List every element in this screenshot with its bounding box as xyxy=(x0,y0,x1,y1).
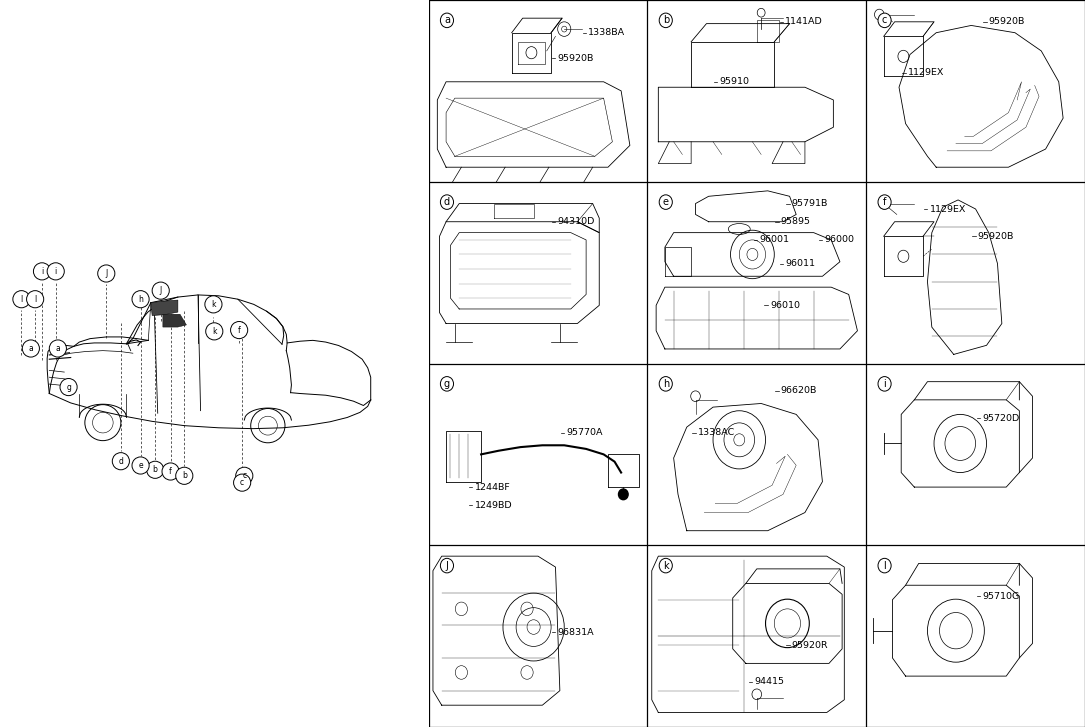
Text: 96001: 96001 xyxy=(760,236,789,244)
Text: 1244BF: 1244BF xyxy=(474,483,510,491)
Text: h: h xyxy=(663,379,668,389)
Circle shape xyxy=(878,195,891,209)
Text: 96000: 96000 xyxy=(825,236,855,244)
Text: e: e xyxy=(663,197,668,207)
Text: 94415: 94415 xyxy=(754,677,784,686)
Text: 95920B: 95920B xyxy=(978,232,1014,241)
Text: 96831A: 96831A xyxy=(558,628,595,637)
Circle shape xyxy=(878,377,891,391)
Text: i: i xyxy=(41,267,43,276)
Circle shape xyxy=(441,13,454,28)
Text: 95920B: 95920B xyxy=(558,54,595,63)
Text: d: d xyxy=(118,457,124,466)
Circle shape xyxy=(23,340,39,357)
Text: b: b xyxy=(153,465,157,474)
Text: k: k xyxy=(212,300,216,309)
Circle shape xyxy=(233,474,251,491)
Circle shape xyxy=(26,291,43,308)
Circle shape xyxy=(34,262,51,280)
Text: c: c xyxy=(240,478,244,487)
Circle shape xyxy=(660,377,673,391)
Text: 95895: 95895 xyxy=(781,217,810,226)
Circle shape xyxy=(47,262,64,280)
Text: 96011: 96011 xyxy=(786,259,815,268)
Text: i: i xyxy=(54,267,56,276)
Text: l: l xyxy=(34,294,36,304)
Text: 95791B: 95791B xyxy=(792,199,828,208)
Circle shape xyxy=(13,291,30,308)
Text: 95920B: 95920B xyxy=(988,17,1025,26)
Text: 95710G: 95710G xyxy=(982,592,1020,601)
Text: 94310D: 94310D xyxy=(558,217,595,226)
Circle shape xyxy=(146,461,164,478)
Circle shape xyxy=(152,282,169,300)
Circle shape xyxy=(878,558,891,573)
Text: 1249BD: 1249BD xyxy=(474,501,512,510)
Text: J: J xyxy=(446,561,448,571)
Text: 1129EX: 1129EX xyxy=(908,68,944,77)
Circle shape xyxy=(176,467,193,484)
Circle shape xyxy=(231,321,247,339)
Text: 1338BA: 1338BA xyxy=(588,28,625,37)
Text: a: a xyxy=(444,15,450,25)
Polygon shape xyxy=(151,300,178,316)
Text: e: e xyxy=(138,461,143,470)
Text: f: f xyxy=(883,197,886,207)
Circle shape xyxy=(441,195,454,209)
Text: 96620B: 96620B xyxy=(781,386,817,395)
Text: 96010: 96010 xyxy=(770,301,800,310)
Text: f: f xyxy=(238,326,241,334)
Text: J: J xyxy=(105,269,107,278)
Text: J: J xyxy=(159,286,162,295)
Circle shape xyxy=(60,379,77,395)
Circle shape xyxy=(112,453,129,470)
Text: g: g xyxy=(444,379,450,389)
Text: l: l xyxy=(21,294,23,304)
Text: b: b xyxy=(182,471,187,481)
Circle shape xyxy=(660,13,673,28)
Text: 95910: 95910 xyxy=(719,77,750,87)
Circle shape xyxy=(206,323,222,340)
Text: c: c xyxy=(882,15,888,25)
Text: 95770A: 95770A xyxy=(566,428,603,437)
Circle shape xyxy=(49,340,66,357)
Text: h: h xyxy=(138,294,143,304)
Text: 95720D: 95720D xyxy=(982,414,1020,422)
Text: c: c xyxy=(242,471,246,481)
Text: a: a xyxy=(28,344,34,353)
Text: k: k xyxy=(212,327,217,336)
Text: 1338AC: 1338AC xyxy=(698,428,735,437)
Text: i: i xyxy=(883,379,886,389)
Text: g: g xyxy=(66,382,71,392)
Text: k: k xyxy=(663,561,668,571)
Circle shape xyxy=(98,265,115,282)
Circle shape xyxy=(660,558,673,573)
Circle shape xyxy=(132,457,149,474)
Circle shape xyxy=(878,13,891,28)
Text: 1141AD: 1141AD xyxy=(786,17,824,26)
Text: d: d xyxy=(444,197,450,207)
Circle shape xyxy=(441,377,454,391)
Text: b: b xyxy=(663,15,668,25)
Text: 95920R: 95920R xyxy=(792,640,829,650)
Text: 1129EX: 1129EX xyxy=(930,204,966,214)
Text: l: l xyxy=(883,561,886,571)
Circle shape xyxy=(441,558,454,573)
Circle shape xyxy=(660,195,673,209)
Text: f: f xyxy=(169,467,171,476)
Polygon shape xyxy=(163,314,187,327)
Text: a: a xyxy=(55,344,61,353)
Circle shape xyxy=(618,489,628,499)
Circle shape xyxy=(132,291,149,308)
Circle shape xyxy=(235,467,253,484)
Circle shape xyxy=(205,296,222,313)
Circle shape xyxy=(162,463,179,480)
